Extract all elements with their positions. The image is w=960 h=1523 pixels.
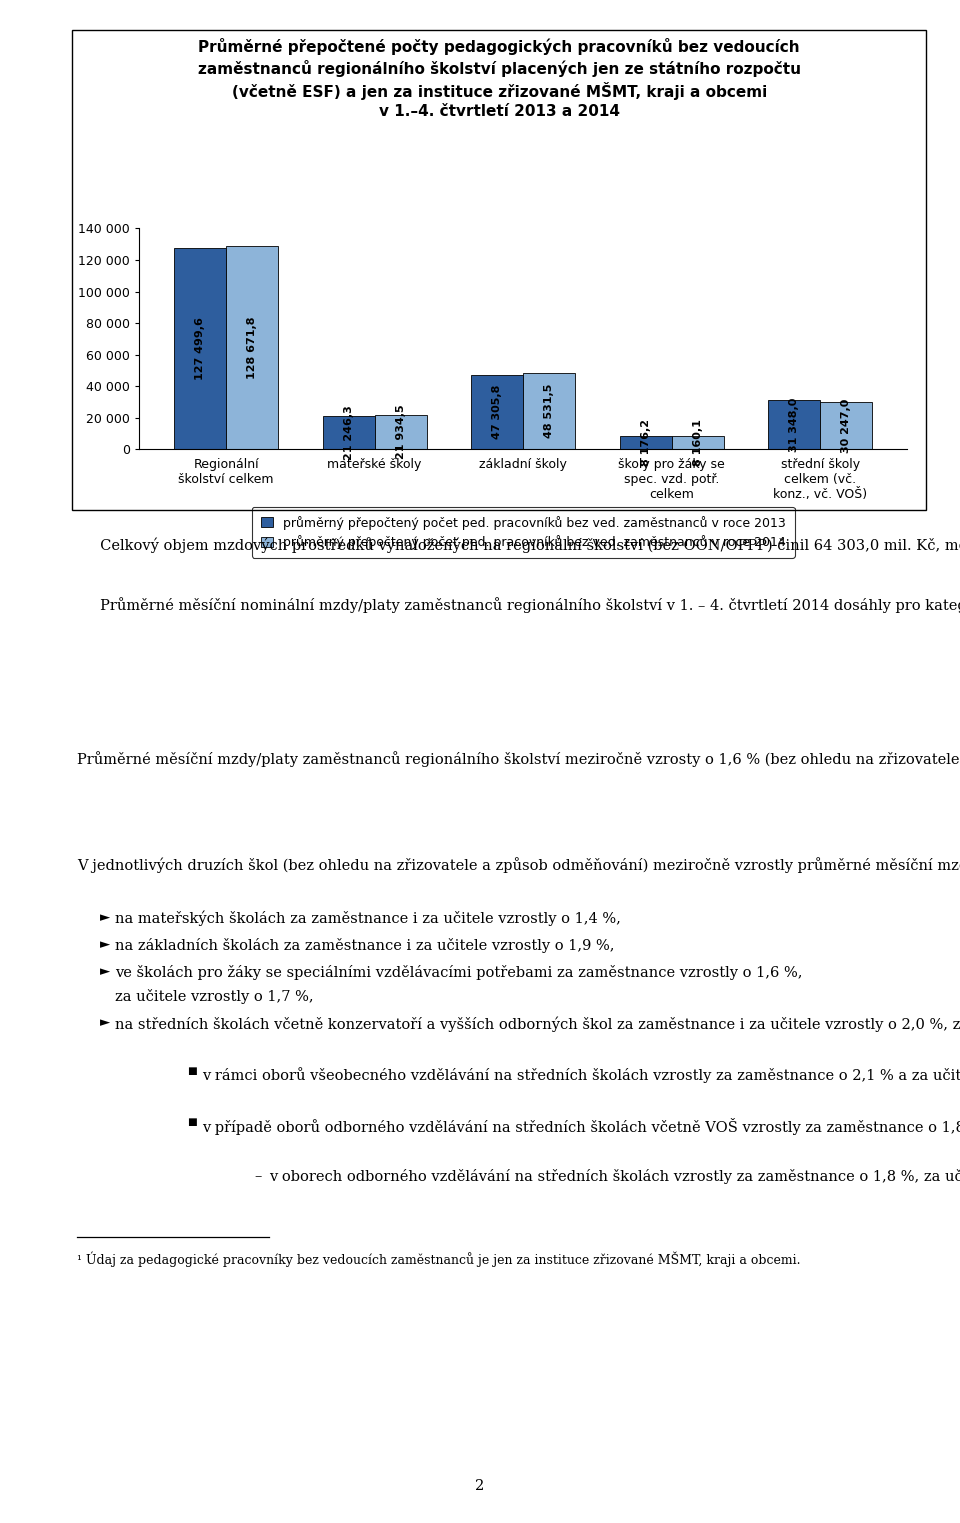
Bar: [820, 402, 873, 449]
Text: ve školách pro žáky se speciálními vzdělávacími potřebami za zaměstnance vzrostl: ve školách pro žáky se speciálními vzděl…: [115, 966, 803, 981]
Text: v případě oborů odborného vzdělávání na středních školách včetně VOŠ vzrostly za: v případě oborů odborného vzdělávání na …: [202, 1118, 960, 1135]
Text: ►: ►: [100, 1016, 110, 1030]
Text: ►: ►: [100, 966, 110, 978]
Bar: [374, 414, 426, 449]
Text: Celkový objem mzdových prostředků vynaložených na regionální školství (bez OON/O: Celkový objem mzdových prostředků vynalo…: [77, 538, 960, 553]
Text: 47 305,8: 47 305,8: [492, 385, 502, 439]
Text: na středních školách včetně konzervatoří a vyšších odborných škol za zaměstnance: na středních školách včetně konzervatoří…: [115, 1016, 960, 1031]
Text: ►: ►: [100, 911, 110, 924]
Bar: [174, 248, 227, 449]
Text: 128 671,8: 128 671,8: [247, 317, 257, 379]
Bar: [672, 437, 724, 449]
Text: 30 247,0: 30 247,0: [841, 398, 852, 452]
Text: na základních školách za zaměstnance i za učitele vzrostly o 1,9 %,: na základních školách za zaměstnance i z…: [115, 938, 614, 953]
Bar: [227, 247, 278, 449]
Legend: průměrný přepočtený počet ped. pracovníků bez ved. zaměstnanců v roce 2013, prům: průměrný přepočtený počet ped. pracovník…: [252, 507, 795, 557]
Text: v oborech odborného vzdělávání na středních školách vzrostly za zaměstnance o 1,: v oborech odborného vzdělávání na středn…: [269, 1168, 960, 1183]
Text: za učitele vzrostly o 1,7 %,: za učitele vzrostly o 1,7 %,: [115, 988, 314, 1004]
Text: V jednotlivých druzích škol (bez ohledu na zřizovatele a způsob odměňování) mezi: V jednotlivých druzích škol (bez ohledu …: [77, 857, 960, 873]
Text: 8 160,1: 8 160,1: [693, 419, 703, 466]
Text: Průměrné měsíční nominální mzdy/platy zaměstnanců regionálního školství v 1. – 4: Průměrné měsíční nominální mzdy/platy za…: [77, 597, 960, 612]
Text: v rámci oborů všeobecného vzdělávání na středních školách vzrostly za zaměstnanc: v rámci oborů všeobecného vzdělávání na …: [202, 1068, 960, 1083]
Bar: [523, 373, 575, 449]
Text: 48 531,5: 48 531,5: [544, 384, 554, 439]
Text: ■: ■: [187, 1118, 197, 1127]
Text: –: –: [254, 1168, 262, 1183]
Text: Průměrné měsíční mzdy/platy zaměstnanců regionálního školství meziročně vzrosty : Průměrné měsíční mzdy/platy zaměstnanců …: [77, 751, 960, 766]
Text: 31 348,0: 31 348,0: [789, 398, 800, 452]
Text: na mateřských školách za zaměstnance i za učitele vzrostly o 1,4 %,: na mateřských školách za zaměstnance i z…: [115, 911, 621, 926]
Text: 127 499,6: 127 499,6: [195, 317, 205, 381]
Text: 21 246,3: 21 246,3: [344, 405, 353, 460]
Text: 2: 2: [475, 1479, 485, 1493]
Text: 8 176,2: 8 176,2: [640, 419, 651, 466]
Text: ►: ►: [100, 938, 110, 950]
Text: 21 934,5: 21 934,5: [396, 405, 406, 460]
Text: ¹ Údaj za pedagogické pracovníky bez vedoucích zaměstnanců je jen za instituce z: ¹ Údaj za pedagogické pracovníky bez ved…: [77, 1252, 801, 1267]
Bar: [471, 375, 523, 449]
Bar: [323, 416, 374, 449]
Text: Průměrné přepočtené počty pedagogických pracovníků bez vedoucích
zaměstnanců reg: Průměrné přepočtené počty pedagogických …: [198, 38, 801, 119]
Text: ■: ■: [187, 1068, 197, 1077]
Bar: [620, 437, 672, 449]
Bar: [768, 401, 820, 449]
